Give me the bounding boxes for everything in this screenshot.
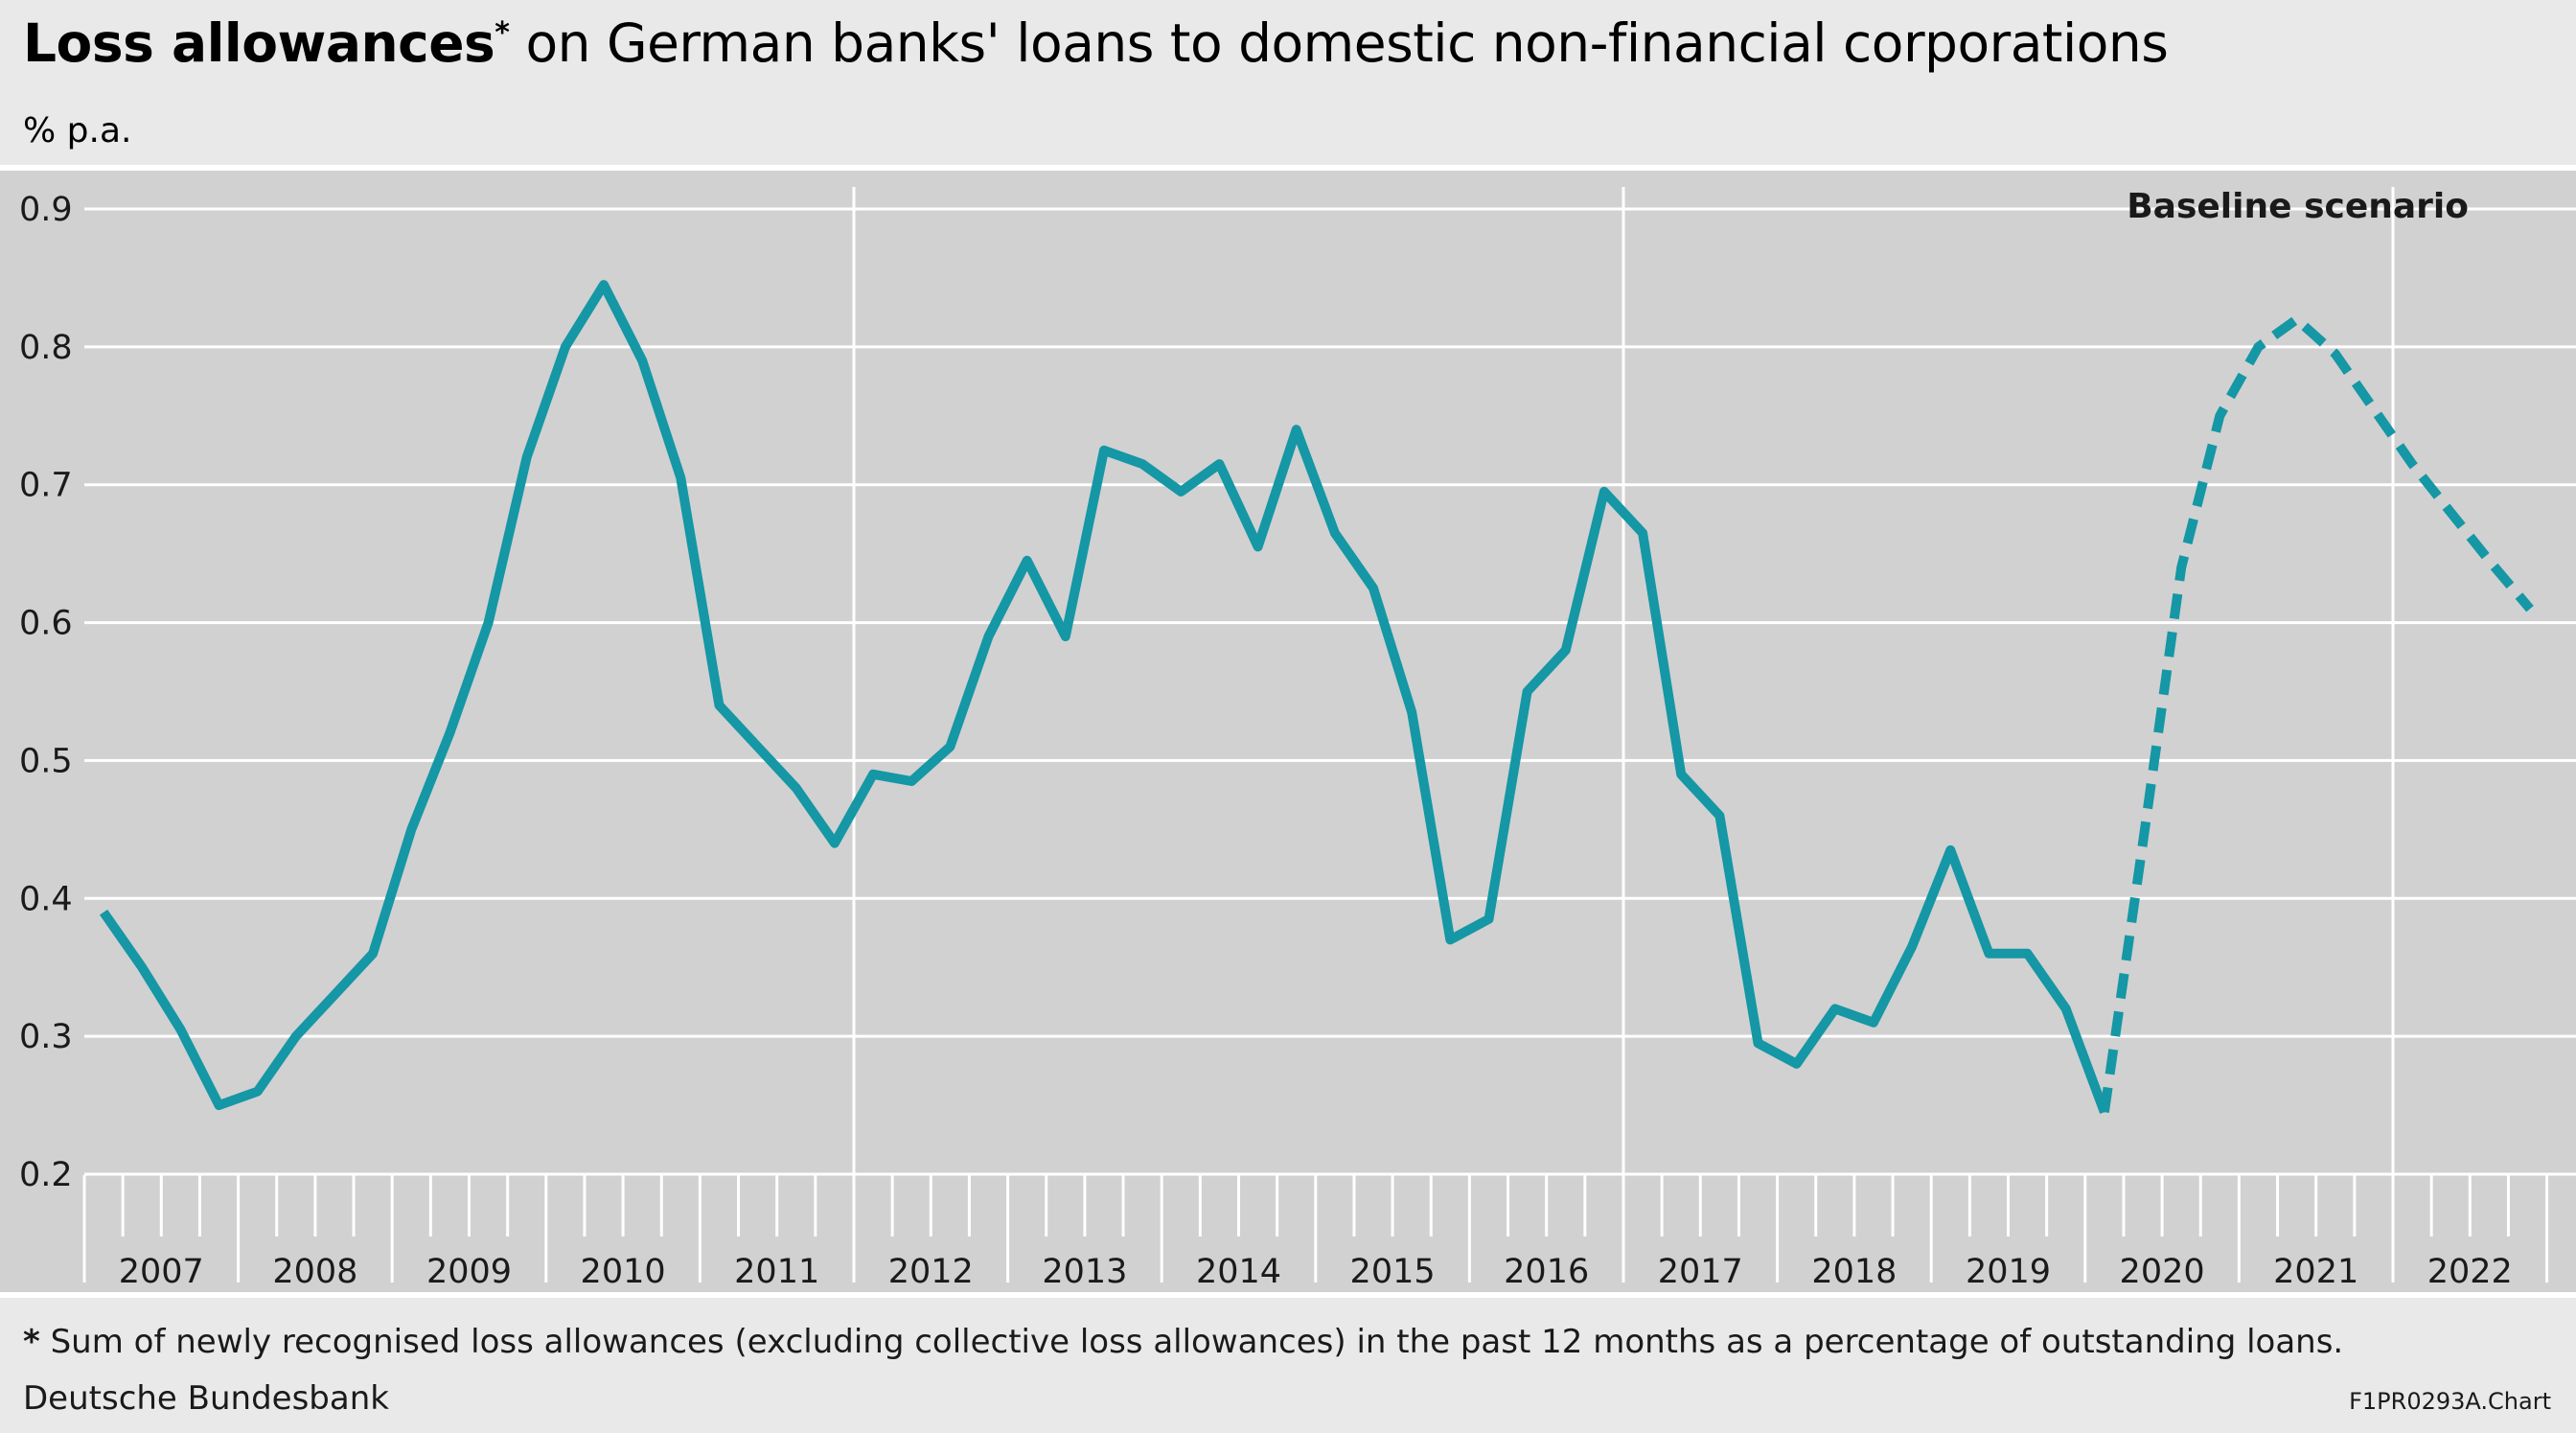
x-tick-label: 2021 [2273, 1253, 2358, 1291]
y-tick-label: 0.3 [19, 1018, 73, 1056]
y-tick-label: 0.5 [19, 742, 73, 780]
plot-area [0, 171, 2576, 1292]
series-line-forecast [2099, 314, 2534, 1114]
y-tick-label: 0.8 [19, 329, 73, 367]
y-tick-label: 0.6 [19, 605, 73, 643]
y-tick-label: 0.4 [19, 880, 73, 918]
footnote: * Sum of newly recognised loss allowance… [23, 1323, 2343, 1361]
x-tick-label: 2011 [734, 1253, 819, 1291]
x-tick-label: 2012 [888, 1253, 974, 1291]
y-tick-label: 0.2 [19, 1156, 73, 1194]
grid [84, 187, 2576, 1176]
y-axis: 0.2 0.3 0.4 0.5 0.6 0.7 0.8 0.9 [19, 191, 73, 1194]
x-tick-label: 2018 [1811, 1253, 1897, 1291]
source-label: Deutsche Bundesbank [23, 1379, 389, 1418]
y-tick-label: 0.9 [19, 191, 73, 229]
x-tick-label: 2010 [581, 1253, 666, 1291]
chart-code: F1PR0293A.Chart [2349, 1388, 2551, 1415]
x-tick-label: 2013 [1042, 1253, 1127, 1291]
header-band [0, 0, 2576, 165]
chart-title: Loss allowances* on German banks' loans … [23, 12, 2168, 74]
x-tick-label: 2016 [1504, 1253, 1589, 1291]
x-tick-label: 2007 [119, 1253, 204, 1291]
x-tick-label: 2015 [1350, 1253, 1436, 1291]
x-tick-label: 2009 [426, 1253, 512, 1291]
x-tick-label: 2017 [1658, 1253, 1743, 1291]
unit-label: % p.a. [23, 111, 131, 150]
y-tick-label: 0.7 [19, 467, 73, 505]
x-tick-label: 2020 [2120, 1253, 2205, 1291]
x-tick-label: 2019 [1966, 1253, 2051, 1291]
series-line-actual [99, 280, 2109, 1115]
x-tick-label: 2014 [1196, 1253, 1281, 1291]
baseline-scenario-label: Baseline scenario [2127, 187, 2469, 226]
footer-divider [0, 1292, 2576, 1298]
series-group [99, 280, 2534, 1115]
header-divider [0, 165, 2576, 171]
x-tick-label: 2008 [272, 1253, 357, 1291]
x-tick-label: 2022 [2427, 1253, 2513, 1291]
x-axis: 2007 2008 2009 2010 2011 2012 2013 2014 2015 2016… [82, 1175, 2549, 1291]
